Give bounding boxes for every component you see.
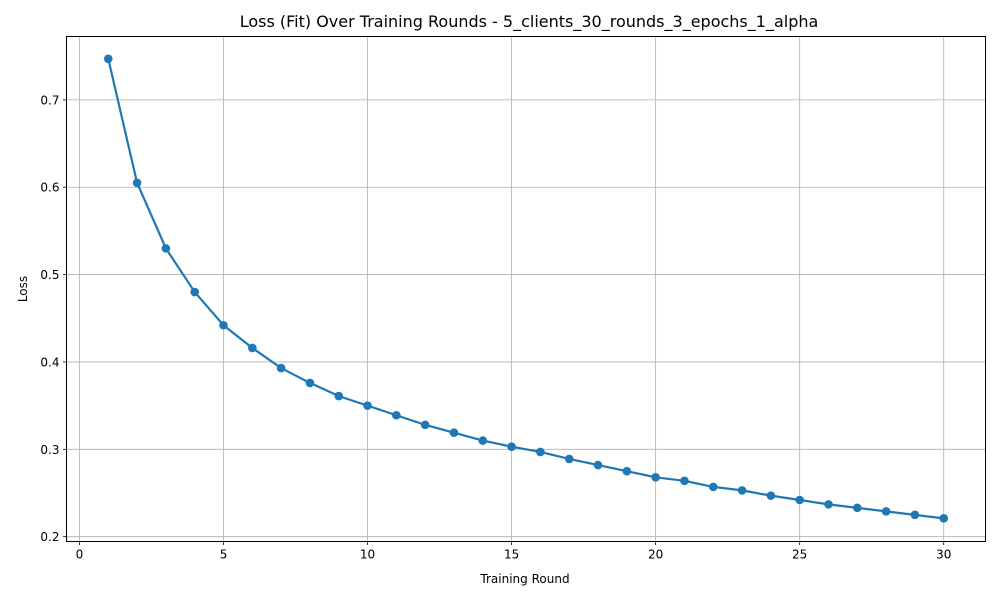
loss-point	[824, 500, 833, 509]
loss-point	[219, 320, 228, 330]
loss-point	[766, 491, 776, 500]
chart-title: Loss (Fit) Over Training Rounds - 5_clie…	[240, 12, 819, 32]
y-tick-label: 0.5	[40, 268, 59, 282]
y-tick-label: 0.6	[40, 181, 59, 195]
y-tick-label: 0.3	[40, 443, 59, 457]
y-axis-label: Loss	[16, 276, 30, 302]
y-tick-label: 0.2	[40, 530, 59, 544]
y-tick-label: 0.4	[40, 355, 59, 369]
loss-point	[392, 410, 401, 420]
loss-point	[622, 466, 632, 476]
loss-point	[507, 442, 516, 452]
loss-point	[334, 391, 344, 401]
loss-point	[161, 244, 171, 253]
loss-point	[939, 514, 949, 523]
x-tick-label: 0	[76, 548, 84, 562]
x-tick-label: 5	[220, 548, 228, 562]
loss-point	[305, 378, 315, 388]
x-tick-label: 30	[936, 548, 951, 562]
ticks: 0 5 10 15 20 25 30 0.2 0.3 0.4 0.5 0.6 0.7	[40, 93, 951, 561]
loss-point	[708, 482, 718, 492]
loss-point	[276, 363, 286, 373]
x-tick-label: 15	[504, 548, 519, 562]
x-axis-label: Training Round	[479, 572, 569, 586]
loss-point	[853, 503, 862, 513]
loss-point	[910, 510, 920, 520]
loss-point	[478, 436, 488, 445]
x-tick-label: 20	[648, 548, 663, 562]
loss-point	[651, 472, 660, 482]
loss-point	[449, 428, 459, 438]
loss-point	[190, 287, 199, 297]
plot-area	[103, 54, 949, 523]
loss-point	[795, 495, 804, 505]
x-tick-label: 25	[792, 548, 807, 562]
x-tick-label: 10	[360, 548, 375, 562]
loss-point	[737, 486, 747, 495]
axes-frame	[66, 36, 986, 542]
loss-point	[881, 507, 891, 516]
loss-point	[536, 447, 545, 457]
loss-point	[103, 54, 113, 64]
loss-series-line	[107, 58, 944, 520]
loss-point	[248, 343, 257, 353]
loss-point	[132, 178, 142, 188]
loss-point	[680, 476, 689, 486]
loss-point	[363, 401, 372, 410]
loss-point	[564, 454, 574, 464]
loss-point	[593, 460, 603, 470]
y-tick-label: 0.7	[40, 93, 59, 107]
loss-point	[420, 420, 430, 430]
